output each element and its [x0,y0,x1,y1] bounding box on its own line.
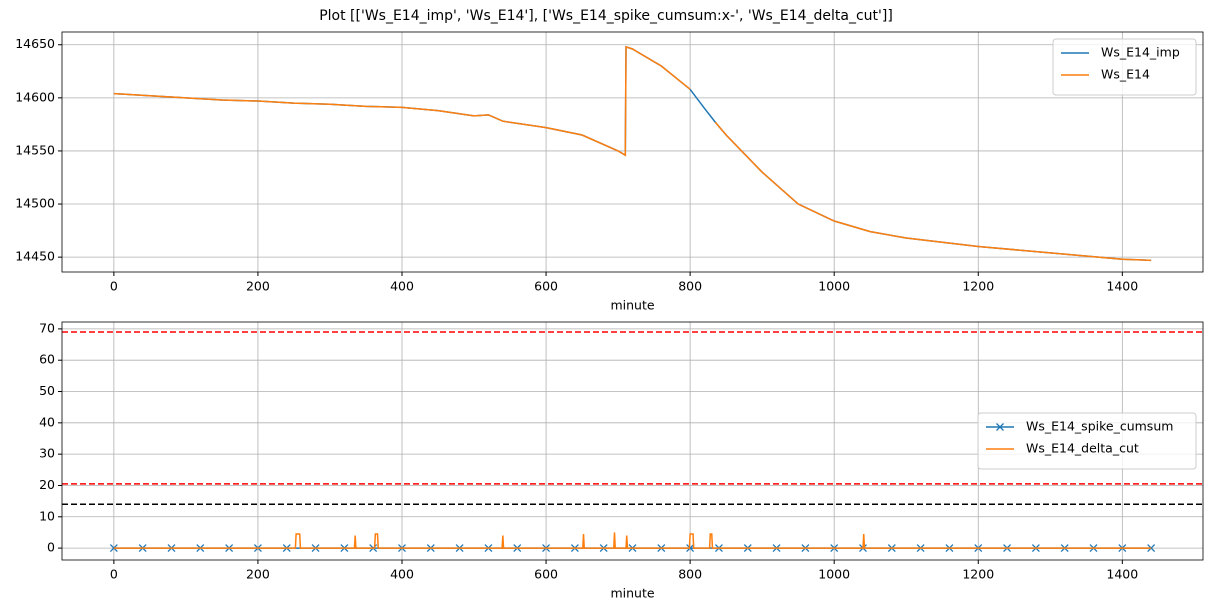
x-tick-label: 1000 [818,567,850,582]
x-axis-label: minute [610,298,654,313]
x-tick-label: 1200 [962,279,994,294]
series-line [113,45,1152,262]
x-tick-label: 1000 [818,279,850,294]
y-tick-label: 70 [39,320,55,335]
series-line [113,532,1152,549]
x-tick-label: 600 [534,567,558,582]
y-tick-label: 14550 [15,142,55,157]
x-tick-label: 1200 [962,567,994,582]
legend-label: Ws_E14_delta_cut [1026,441,1139,456]
x-tick-label: 400 [390,567,414,582]
legend-box [977,412,1197,470]
x-tick-label: 800 [678,567,702,582]
y-tick-label: 14500 [15,196,55,211]
legend-label: Ws_E14 [1101,67,1150,82]
y-tick-label: 14650 [15,36,55,51]
plot-area [62,331,1203,553]
x-tick-label: 400 [390,279,414,294]
axes-frame [61,31,1204,273]
x-axis-label: minute [610,586,654,601]
x-tick-label: 200 [246,567,270,582]
x-tick-label: 0 [110,279,118,294]
y-tick-label: 20 [39,477,55,492]
x-tick-label: 0 [110,567,118,582]
x-tick-label: 1400 [1106,279,1138,294]
y-tick-label: 60 [39,352,55,367]
x-tick-label: 600 [534,279,558,294]
x-tick-label: 800 [678,279,702,294]
y-tick-label: 14600 [15,89,55,104]
series-line [113,45,1152,262]
y-tick-label: 14450 [15,249,55,264]
y-tick-label: 30 [39,446,55,461]
legend-label: Ws_E14_spike_cumsum [1026,419,1173,434]
legend-label: Ws_E14_imp [1101,45,1180,60]
plot-area [113,45,1152,262]
x-tick-label: 200 [246,279,270,294]
y-tick-label: 10 [39,508,55,523]
axes-frame [61,321,1204,561]
y-tick-label: 40 [39,414,55,429]
x-tick-label: 1400 [1106,567,1138,582]
legend-marker [996,423,1004,431]
figure-title: Plot [['Ws_E14_imp', 'Ws_E14'], ['Ws_E14… [319,8,893,24]
y-tick-label: 0 [47,540,55,555]
y-tick-label: 50 [39,383,55,398]
